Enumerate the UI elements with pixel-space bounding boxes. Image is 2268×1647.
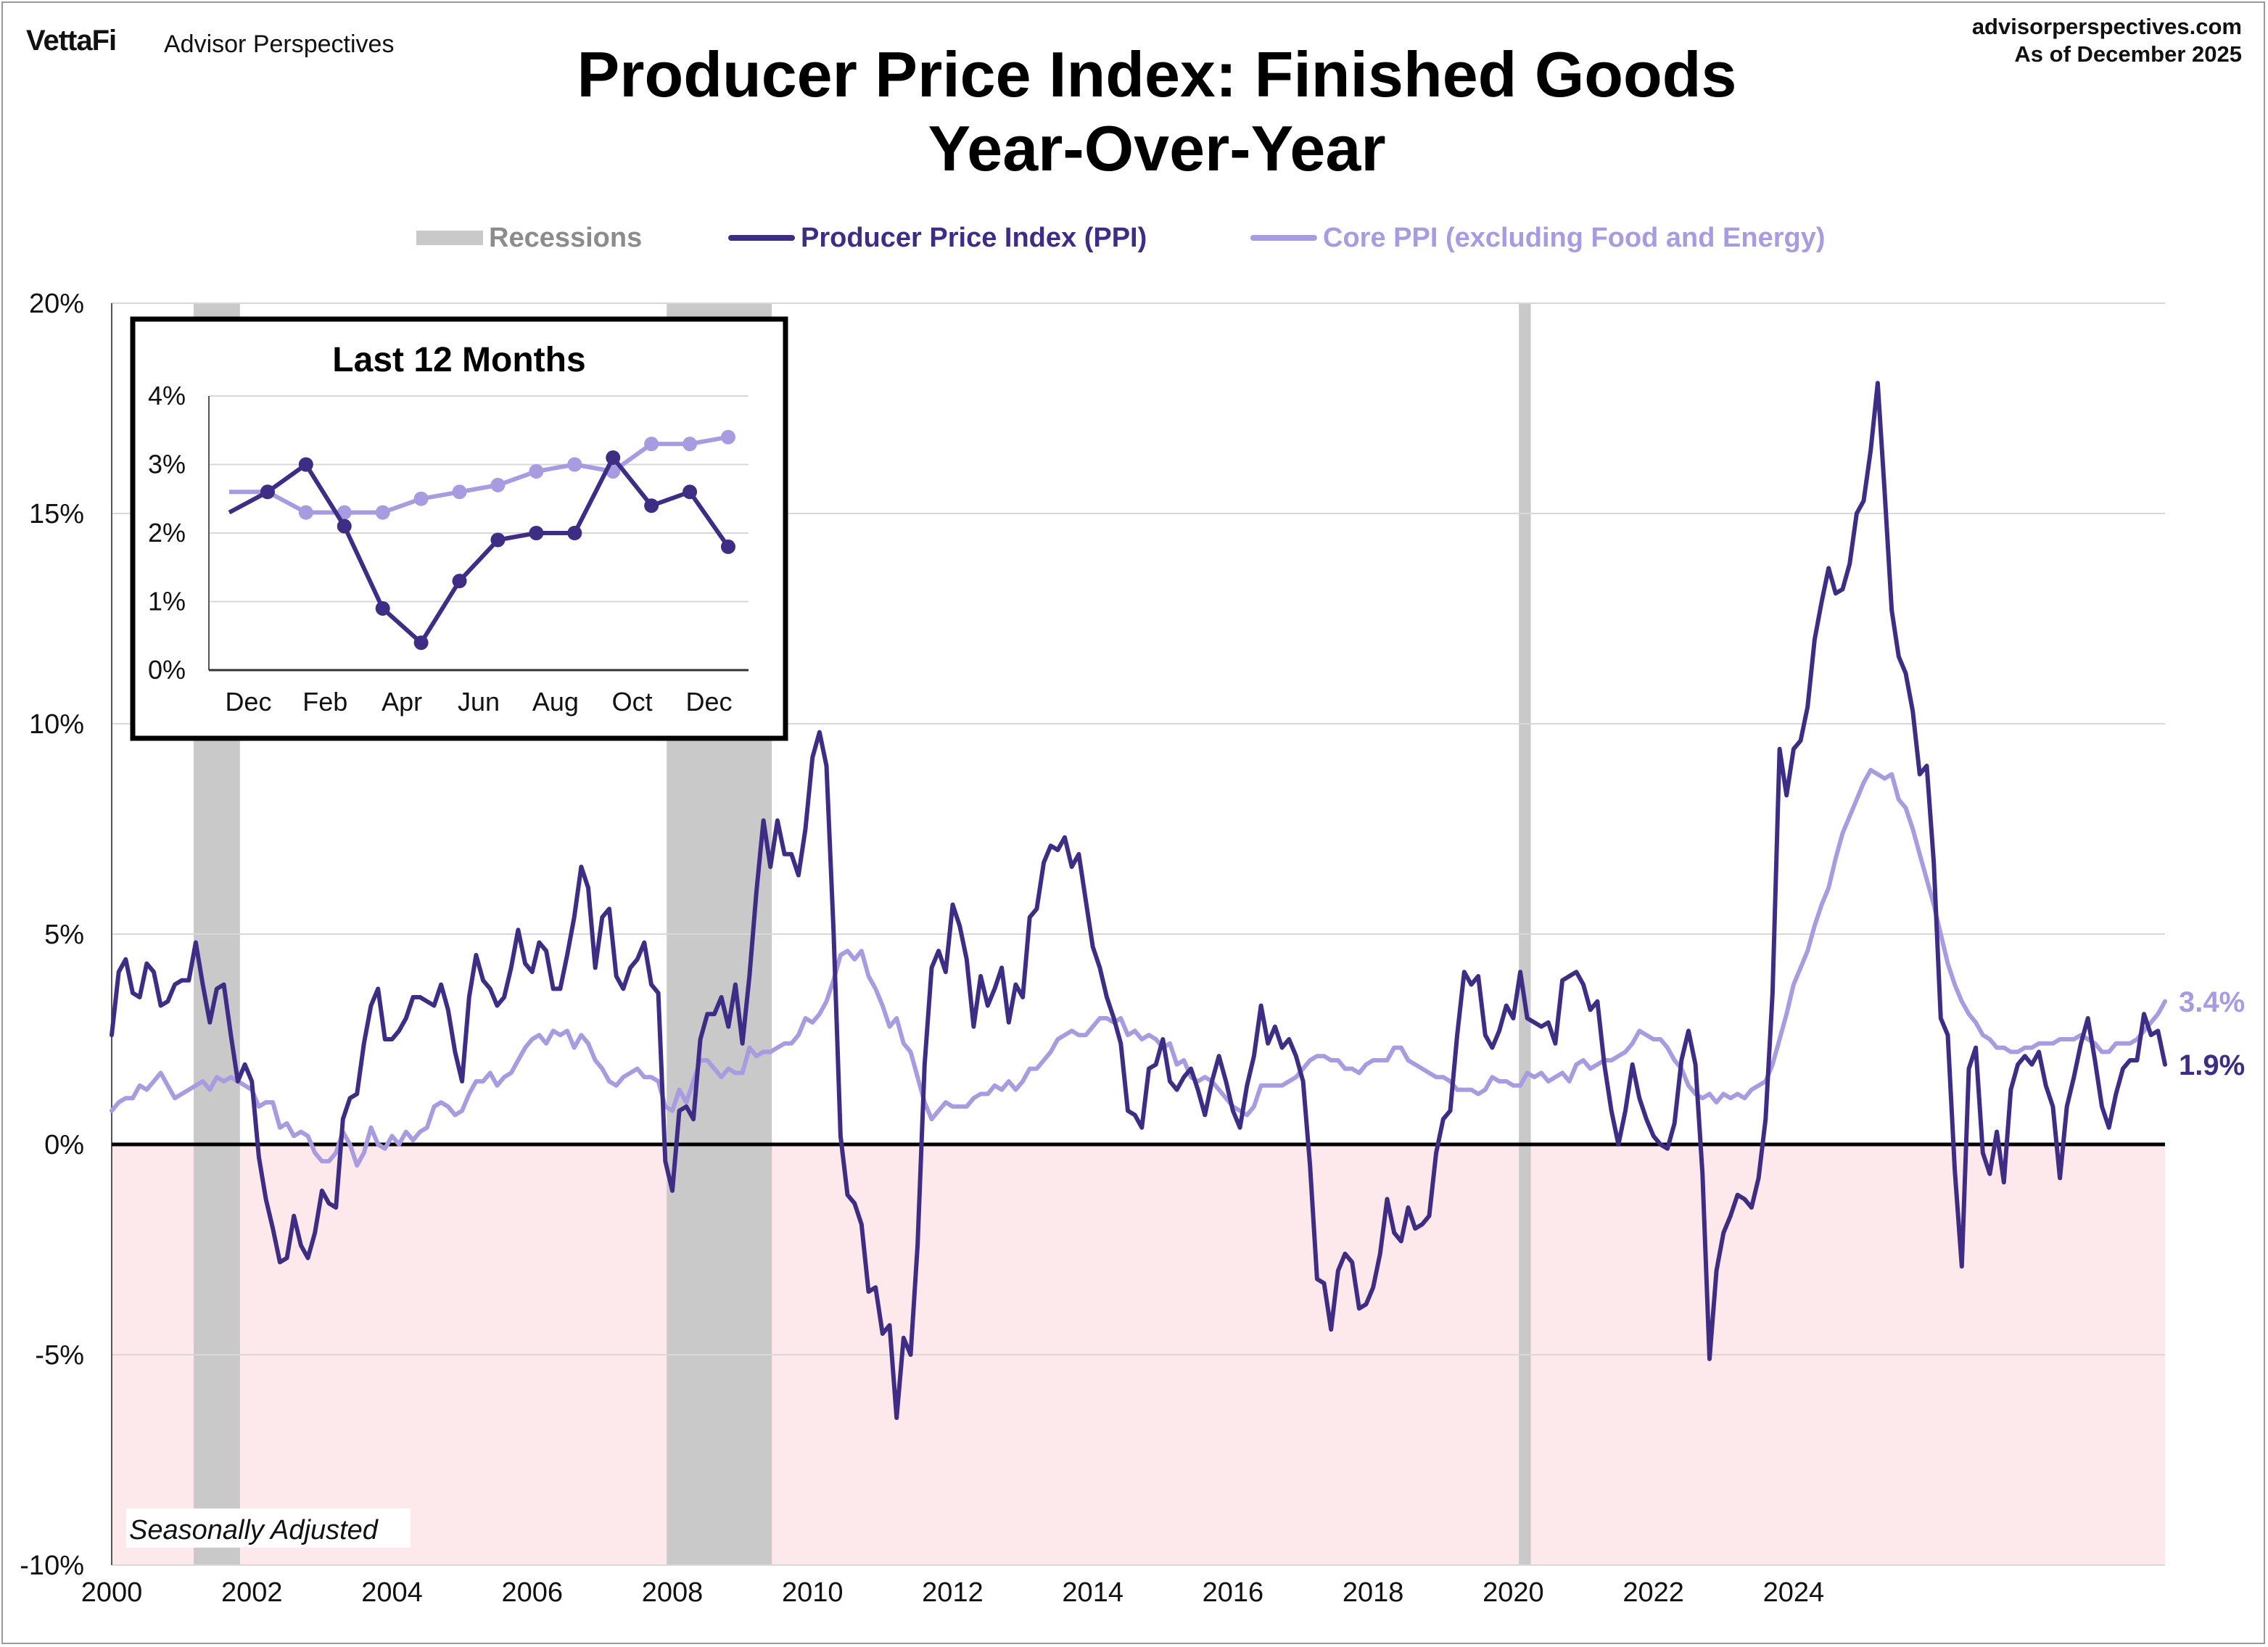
inset-core-point — [413, 491, 429, 506]
title-line-1: Producer Price Index: Finished Goods — [577, 38, 1737, 110]
inset-ppi-point — [375, 600, 390, 616]
x-tick-label: 2012 — [922, 1577, 984, 1608]
inset-ppi-point — [337, 519, 352, 534]
site-url: advisorperspectives.com — [1971, 14, 2242, 39]
inset-ppi-point — [529, 526, 544, 540]
inset-ppi-point — [413, 635, 429, 651]
inset-ppi-point — [683, 484, 698, 500]
legend-core-label: Core PPI (excluding Food and Energy) — [1323, 222, 1826, 253]
inset-ppi-point — [606, 450, 621, 466]
brand-subtitle: Advisor Perspectives — [164, 30, 395, 58]
legend-ppi: Producer Price Index (PPI) — [728, 218, 1147, 258]
inset-core-point — [567, 457, 582, 472]
inset-core-point — [298, 505, 313, 520]
inset-x-tick: Aug — [532, 687, 579, 717]
ppi-end-label: 1.9% — [2179, 1049, 2245, 1081]
inset-ppi-point — [452, 574, 467, 589]
vettafi-logo: VettaFi — [26, 25, 117, 57]
x-tick-label: 2002 — [221, 1577, 283, 1608]
legend-recessions-label: Recessions — [489, 222, 643, 253]
inset-ppi-point — [490, 532, 506, 548]
ppi-swatch — [728, 235, 795, 241]
y-tick-label: 0% — [44, 1130, 84, 1160]
inset-box — [130, 316, 788, 741]
x-tick-label: 2018 — [1343, 1577, 1404, 1608]
x-tick-label: 2022 — [1622, 1577, 1684, 1608]
title-line-2: Year-Over-Year — [928, 112, 1386, 184]
inset-ppi-point — [644, 498, 659, 513]
inset-core-point — [452, 484, 467, 500]
inset-core-point — [375, 505, 390, 520]
inset-x-tick: Dec — [225, 687, 271, 717]
inset-ppi-point — [260, 484, 275, 500]
x-tick-label: 2014 — [1062, 1577, 1123, 1608]
inset-y-tick: 3% — [148, 450, 186, 479]
x-tick-label: 2024 — [1763, 1577, 1825, 1608]
inset-core-point — [529, 463, 544, 479]
inset-y-tick: 4% — [148, 381, 186, 410]
inset-x-tick: Oct — [612, 687, 653, 717]
core-swatch — [1250, 235, 1317, 241]
x-tick-label: 2006 — [501, 1577, 563, 1608]
source-info: advisorperspectives.com As of December 2… — [1972, 13, 2242, 68]
inset-ppi-point — [567, 526, 582, 540]
x-tick-label: 2000 — [81, 1577, 143, 1608]
legend-recessions: Recessions — [416, 218, 642, 258]
x-tick-label: 2016 — [1203, 1577, 1264, 1608]
y-tick-label: -5% — [35, 1340, 84, 1371]
inset-core-point — [683, 437, 698, 452]
x-tick-label: 2010 — [782, 1577, 844, 1608]
recession-swatch — [416, 231, 483, 245]
legend-ppi-label: Producer Price Index (PPI) — [801, 222, 1147, 253]
inset-core-point — [721, 429, 735, 445]
inset-x-tick: Feb — [302, 687, 347, 717]
inset-x-tick: Dec — [686, 687, 733, 717]
inset-y-tick: 2% — [148, 518, 186, 548]
inset-core-point — [490, 477, 506, 492]
as-of-date: As of December 2025 — [2014, 41, 2242, 67]
y-tick-label: 15% — [29, 499, 84, 529]
ppi-line — [110, 381, 2167, 1420]
core-ppi-line — [110, 767, 2167, 1168]
chart-title: Producer Price Index: Finished Goods Yea… — [0, 38, 2268, 186]
inset-core-point — [644, 437, 659, 452]
x-tick-label: 2004 — [361, 1577, 423, 1608]
inset-ppi-point — [298, 457, 313, 472]
inset-ppi-line — [228, 455, 730, 645]
y-tick-label: 10% — [29, 709, 84, 740]
inset-x-tick: Jun — [458, 687, 500, 717]
y-tick-label: -10% — [20, 1551, 84, 1581]
inset-y-tick: 1% — [148, 587, 186, 616]
x-tick-label: 2020 — [1483, 1577, 1544, 1608]
x-tick-label: 2008 — [642, 1577, 704, 1608]
y-tick-label: 5% — [44, 920, 84, 950]
inset-x-tick: Apr — [382, 687, 422, 717]
inset-core-point — [337, 505, 352, 520]
y-tick-label: 20% — [29, 289, 84, 319]
inset-title: Last 12 Months — [332, 341, 585, 379]
seasonally-adjusted-note: Seasonally Adjusted — [129, 1515, 379, 1545]
legend-core: Core PPI (excluding Food and Energy) — [1250, 218, 1826, 258]
inset-y-tick: 0% — [148, 655, 186, 685]
inset-ppi-point — [721, 539, 735, 554]
legend: Recessions Producer Price Index (PPI) Co… — [0, 218, 2268, 258]
core-end-label: 3.4% — [2179, 986, 2245, 1018]
note-background — [126, 1508, 411, 1548]
